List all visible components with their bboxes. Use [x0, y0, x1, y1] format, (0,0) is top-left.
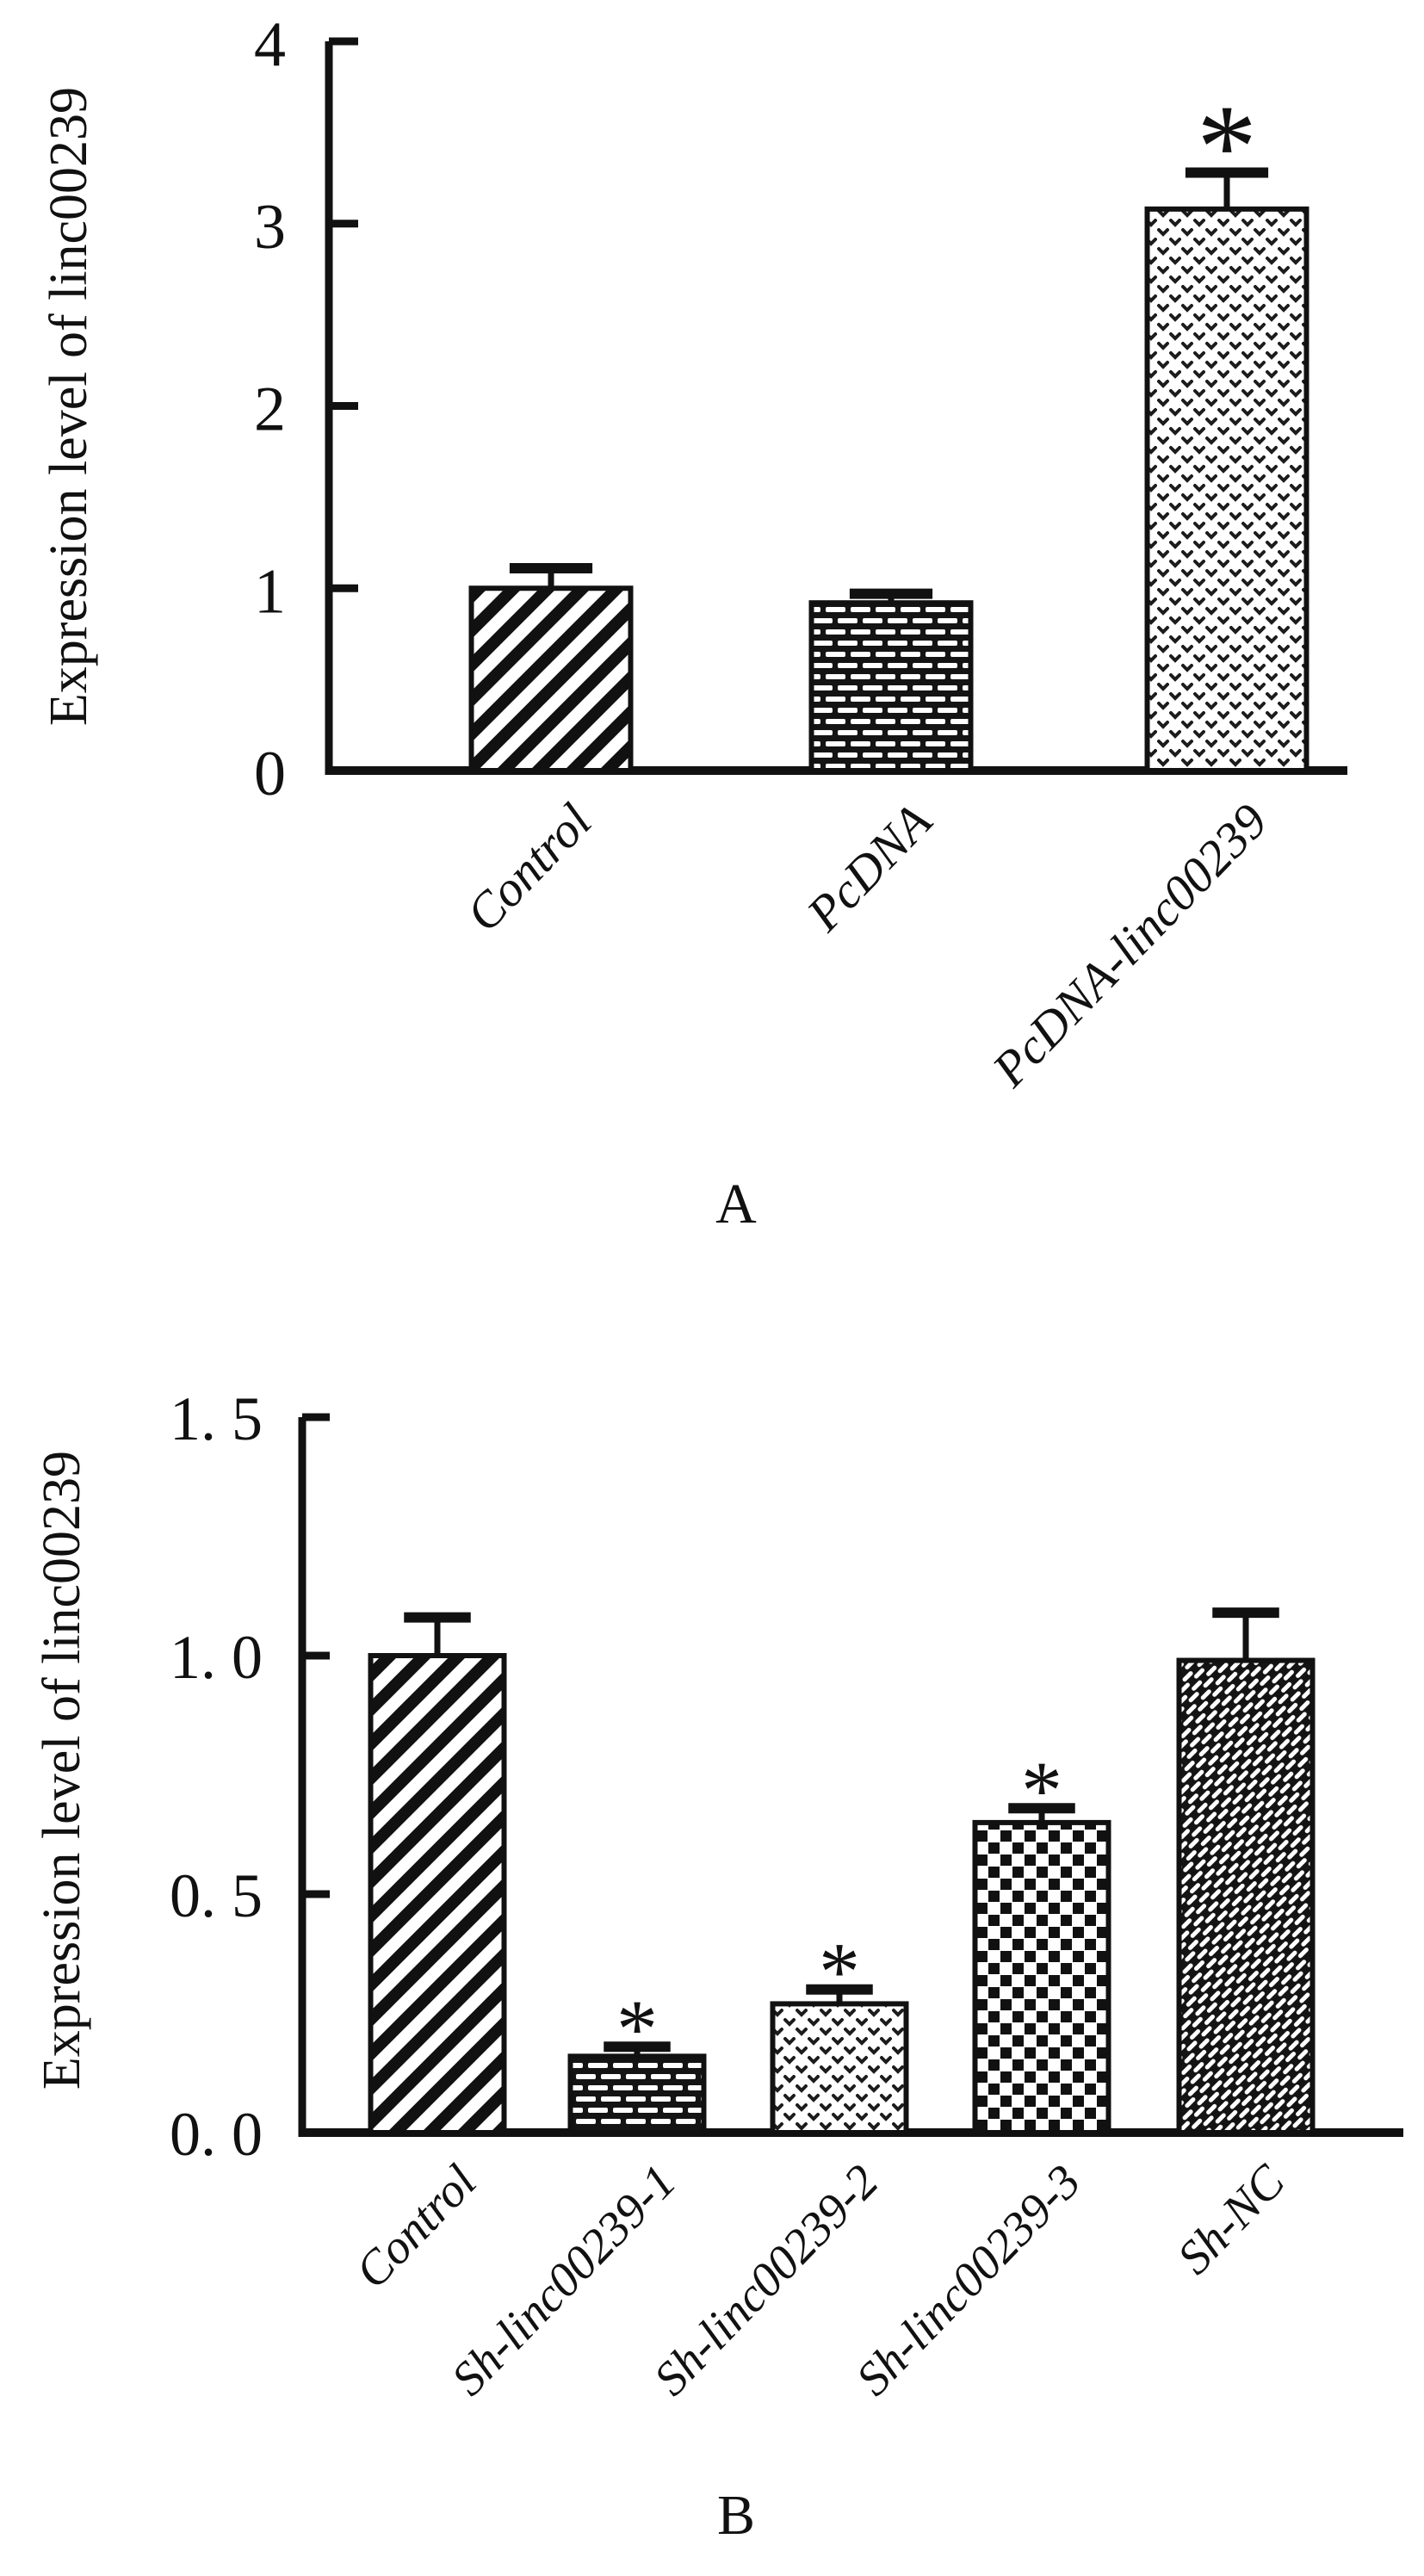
bar-pcdna: [808, 600, 974, 773]
bar-pcdna-linc00239: [1144, 206, 1309, 773]
significance-asterisk-sh-linc00239-1: *: [616, 1983, 658, 2075]
y-tick-label-2: 2: [254, 375, 286, 445]
bar-sh-linc00239-2: [770, 2001, 909, 2135]
bar-control: [468, 585, 634, 773]
x-tick-label-pcdna-linc00239: PcDNA-linc00239: [981, 793, 1278, 1098]
significance-asterisk-pcdna-linc00239: *: [1197, 80, 1257, 214]
y-axis-title: Expression level of linc00239: [33, 1451, 91, 2090]
bar-sh-linc00239-3: [972, 1819, 1111, 2136]
x-tick-label-pcdna: PcDNA: [796, 792, 943, 942]
y-tick-label-4: 4: [254, 9, 286, 80]
y-tick-label-1-5: 1. 5: [170, 1384, 263, 1453]
y-axis-title: Expression level of linc00239: [40, 87, 98, 726]
significance-asterisk-sh-linc00239-3: *: [1021, 1744, 1062, 1836]
x-tick-label-control: Control: [345, 2155, 486, 2299]
y-tick-label-3: 3: [254, 192, 286, 263]
panel-caption-a: A: [715, 1173, 757, 1235]
bar-control: [368, 1653, 507, 2135]
y-tick-label-0: 0: [254, 739, 286, 809]
x-tick-label-control: Control: [455, 793, 603, 942]
bar-sh-nc: [1176, 1657, 1316, 2136]
significance-asterisk-sh-linc00239-2: *: [819, 1925, 860, 2017]
panel-caption-b: B: [717, 2484, 755, 2547]
panel-a-bar-chart: 0 1 2 3 4 Expression level of linc00239 Contro…: [40, 9, 1347, 1235]
panel-b-bar-chart: 0. 0 0. 5 1. 0 1. 5 Expression level of linc…: [33, 1384, 1403, 2547]
y-tick-label-0-5: 0. 5: [170, 1861, 263, 1930]
x-tick-label-sh-nc: Sh-NC: [1167, 2155, 1296, 2285]
y-tick-label-1: 1: [254, 556, 286, 627]
y-tick-label-1-0: 1. 0: [170, 1623, 263, 1692]
y-tick-label-0-0: 0. 0: [170, 2100, 263, 2169]
